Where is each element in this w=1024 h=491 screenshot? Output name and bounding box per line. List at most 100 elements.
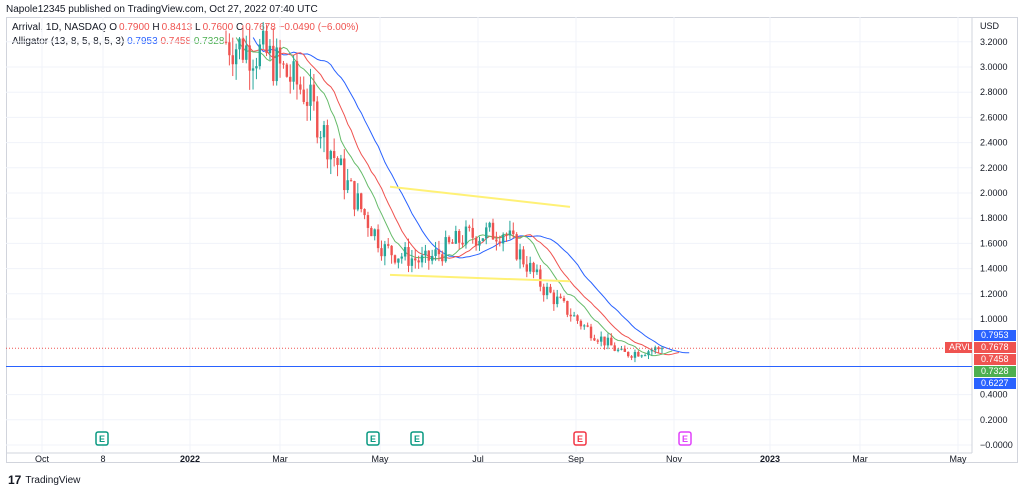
candle-body <box>343 158 346 191</box>
candle-body <box>586 325 589 327</box>
candle-body <box>441 254 444 262</box>
candle-body <box>542 286 545 296</box>
earnings-marker-icon[interactable] <box>95 431 109 446</box>
candle-body <box>545 286 549 296</box>
price-label-box <box>974 354 1016 365</box>
earnings-marker-label: E <box>99 434 105 444</box>
candle-body <box>461 242 464 245</box>
candle-body <box>458 230 461 243</box>
candle-body <box>346 180 349 191</box>
candle-body <box>228 42 231 56</box>
candle-body <box>630 356 633 358</box>
candle-body <box>275 47 278 82</box>
candle-body <box>278 47 282 64</box>
candle-body <box>478 240 481 246</box>
candle-body <box>599 336 603 342</box>
candle-body <box>552 292 556 305</box>
candle-body <box>258 44 261 67</box>
tradingview-logo[interactable]: 17 TradingView <box>8 473 80 487</box>
candle-body <box>616 349 620 351</box>
legend-l-label: L <box>195 22 201 33</box>
y-tick-label: −0.0000 <box>980 440 1013 450</box>
candle-body <box>451 242 454 244</box>
candle-body <box>245 45 248 60</box>
candle-body <box>305 101 309 106</box>
candle-body <box>498 241 501 244</box>
candle-body <box>295 61 299 85</box>
candle-body <box>579 320 583 327</box>
price-label-box <box>974 330 1016 341</box>
tradingview-brand: TradingView <box>25 474 81 486</box>
earnings-marker-label: E <box>370 434 376 444</box>
candle-body <box>637 352 640 357</box>
candle-body <box>427 250 430 261</box>
candle-body <box>312 84 316 102</box>
candle-body <box>376 229 380 249</box>
candle-body <box>610 337 613 346</box>
candle-body <box>302 89 305 102</box>
legend-symbol[interactable]: Arrival, 1D, NASDAQ <box>12 22 107 33</box>
candle-body <box>353 181 356 210</box>
price-label-box <box>974 366 1016 377</box>
legend-o-value: 0.7900 <box>119 22 150 33</box>
x-tick-label: Mar <box>272 454 288 464</box>
earnings-marker-icon[interactable] <box>410 431 424 446</box>
legend-change: −0.0490 (−6.00%) <box>278 22 359 33</box>
candle-body <box>481 238 485 241</box>
candle-body <box>255 66 258 69</box>
candle-body <box>633 352 637 358</box>
symbol-tag-box <box>945 342 972 353</box>
candle-body <box>643 355 647 357</box>
candle-body <box>447 237 451 243</box>
symbol-tag: ARVL <box>949 342 972 352</box>
price-label-box <box>974 378 1016 389</box>
candle-body <box>336 157 339 166</box>
candle-body <box>566 301 569 315</box>
candle-body <box>261 30 265 45</box>
y-tick-label: 2.4000 <box>980 138 1008 148</box>
candle-body <box>539 269 542 287</box>
chart-frame[interactable] <box>6 17 1018 463</box>
candle-body <box>525 264 529 272</box>
candle-body <box>576 315 579 321</box>
price-label-value: 0.7678 <box>981 342 1009 352</box>
candle-body <box>339 158 343 166</box>
candle-body <box>620 348 623 350</box>
candle-body <box>370 227 373 237</box>
y-tick-label: 2.6000 <box>980 112 1008 122</box>
candle-body <box>518 249 522 260</box>
candle-body <box>572 315 576 317</box>
candle-body <box>397 258 400 263</box>
candle-body <box>224 41 228 43</box>
earnings-marker-icon[interactable] <box>366 431 380 446</box>
candle-body <box>251 68 255 71</box>
candle-body <box>512 230 515 235</box>
candle-body <box>657 347 660 350</box>
candle-body <box>491 222 495 240</box>
candle-body <box>613 345 616 351</box>
candle-body <box>627 351 630 357</box>
y-tick-label: 2.2000 <box>980 163 1008 173</box>
candle-body <box>589 326 593 339</box>
y-tick-label: 2.8000 <box>980 87 1008 97</box>
candle-body <box>583 325 586 327</box>
legend-c-value: 0.7678 <box>245 22 276 33</box>
candle-body <box>316 101 319 138</box>
candle-body <box>603 336 606 346</box>
earnings-marker-icon[interactable] <box>573 431 587 446</box>
y-tick-label: 1.8000 <box>980 213 1008 223</box>
candle-body <box>292 61 295 82</box>
candle-body <box>319 137 322 139</box>
candle-body <box>488 222 491 228</box>
candle-body <box>640 355 643 357</box>
candle-body <box>241 38 245 60</box>
y-tick-label: 2.0000 <box>980 188 1008 198</box>
candle-body <box>326 125 329 160</box>
price-label-value: 0.7953 <box>981 330 1009 340</box>
earnings-marker-icon[interactable] <box>678 431 692 446</box>
legend-l-value: 0.7600 <box>202 22 234 33</box>
candle-body <box>322 125 326 138</box>
y-tick-label: 1.4000 <box>980 264 1008 274</box>
y-tick-label: 0.2000 <box>980 415 1008 425</box>
